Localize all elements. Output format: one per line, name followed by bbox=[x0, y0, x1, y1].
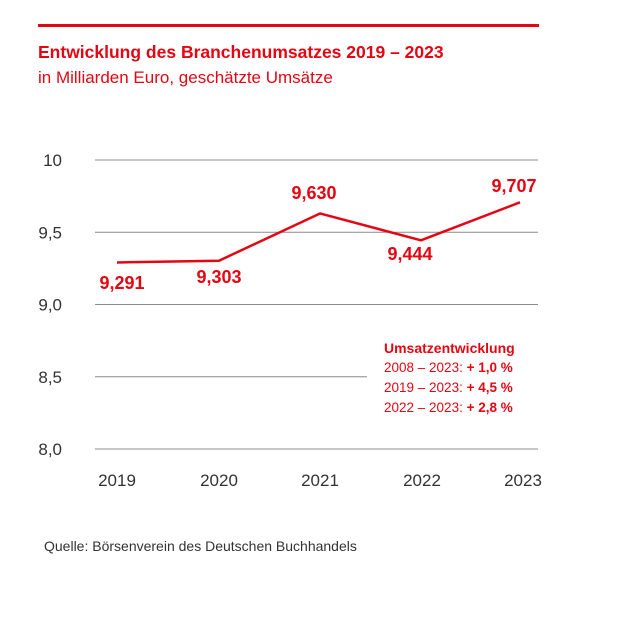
data-label: 9,630 bbox=[291, 183, 336, 203]
data-label: 9,303 bbox=[196, 267, 241, 287]
data-label: 9,444 bbox=[387, 244, 432, 264]
annotation-value: + 1,0 % bbox=[466, 360, 513, 375]
annotation-value: + 4,5 % bbox=[466, 380, 513, 395]
x-tick-label: 2019 bbox=[98, 471, 136, 490]
top-accent-bar bbox=[38, 24, 539, 27]
chart-subtitle: in Milliarden Euro, geschätzte Umsätze bbox=[38, 68, 333, 87]
annotation-period: 2022 – 2023: bbox=[384, 400, 463, 415]
x-tick-label: 2020 bbox=[200, 471, 238, 490]
data-label: 9,707 bbox=[491, 176, 536, 196]
x-tick-label: 2021 bbox=[301, 471, 339, 490]
annotation-row: 2019 – 2023: + 4,5 % bbox=[384, 378, 515, 398]
y-tick-label: 9,5 bbox=[38, 223, 62, 242]
y-tick-label: 8,5 bbox=[38, 368, 62, 387]
growth-annotation: Umsatzentwicklung 2008 – 2023: + 1,0 % 2… bbox=[384, 338, 515, 418]
annotation-row: 2022 – 2023: + 2,8 % bbox=[384, 398, 515, 418]
annotation-value: + 2,8 % bbox=[466, 400, 513, 415]
data-label: 9,291 bbox=[99, 273, 144, 293]
chart-title: Entwicklung des Branchenumsatzes 2019 – … bbox=[38, 42, 444, 62]
y-tick-label: 10 bbox=[43, 151, 62, 170]
annotation-row: 2008 – 2023: + 1,0 % bbox=[384, 358, 515, 378]
annotation-period: 2019 – 2023: bbox=[384, 380, 463, 395]
annotation-heading: Umsatzentwicklung bbox=[384, 340, 515, 356]
source-note: Quelle: Börsenverein des Deutschen Buchh… bbox=[44, 538, 357, 554]
x-tick-label: 2022 bbox=[403, 471, 441, 490]
annotation-period: 2008 – 2023: bbox=[384, 360, 463, 375]
y-tick-label: 9,0 bbox=[38, 296, 62, 315]
y-tick-label: 8,0 bbox=[38, 440, 62, 459]
x-tick-label: 2023 bbox=[504, 471, 542, 490]
